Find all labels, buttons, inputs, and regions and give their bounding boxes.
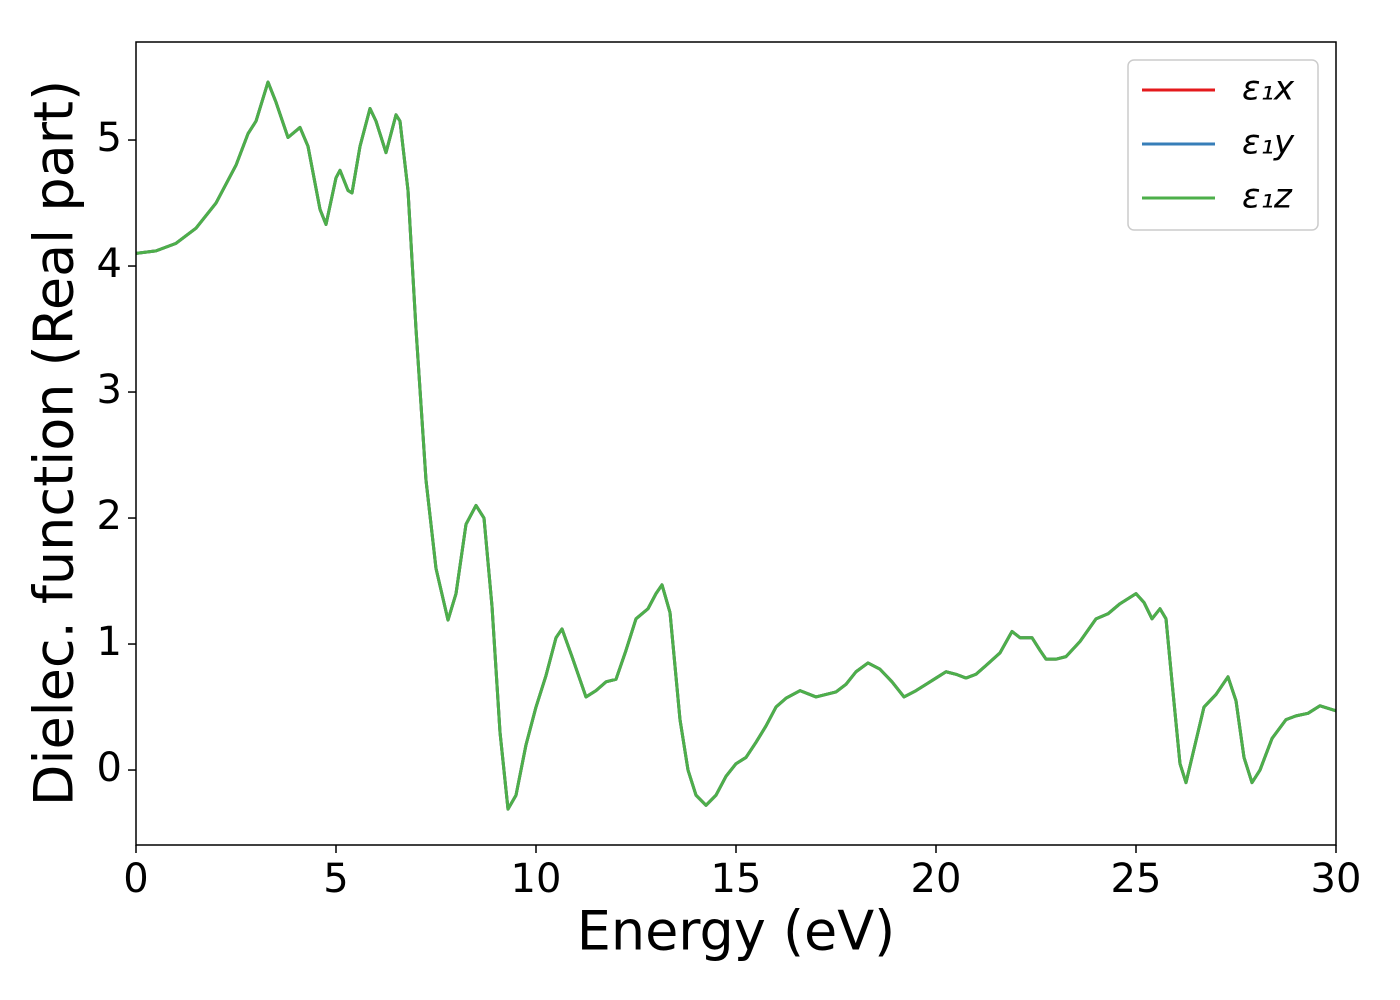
y-axis-label: Dielec. function (Real part) xyxy=(23,80,86,806)
legend-label: ε₁y xyxy=(1242,123,1295,163)
x-tick-label: 5 xyxy=(323,856,348,902)
plot-frame xyxy=(135,41,1337,846)
x-tick-label: 15 xyxy=(711,856,762,902)
legend-label: ε₁x xyxy=(1242,69,1295,109)
y-tick-label: 0 xyxy=(97,745,122,791)
x-axis-label: Energy (eV) xyxy=(577,900,896,963)
legend-box xyxy=(1127,59,1319,231)
x-tick-label: 10 xyxy=(511,856,562,902)
y-tick-label: 5 xyxy=(97,115,122,161)
data-line xyxy=(136,80,1336,811)
x-tick-label: 20 xyxy=(911,856,962,902)
legend-label: ε₁z xyxy=(1242,177,1293,217)
y-tick-label: 3 xyxy=(97,367,122,413)
x-tick-label: 0 xyxy=(123,856,148,902)
x-tick-label: 30 xyxy=(1311,856,1362,902)
x-tick-label: 25 xyxy=(1111,856,1162,902)
y-tick-label: 4 xyxy=(97,241,122,287)
y-tick-label: 2 xyxy=(97,493,122,539)
y-tick-label: 1 xyxy=(97,619,122,665)
